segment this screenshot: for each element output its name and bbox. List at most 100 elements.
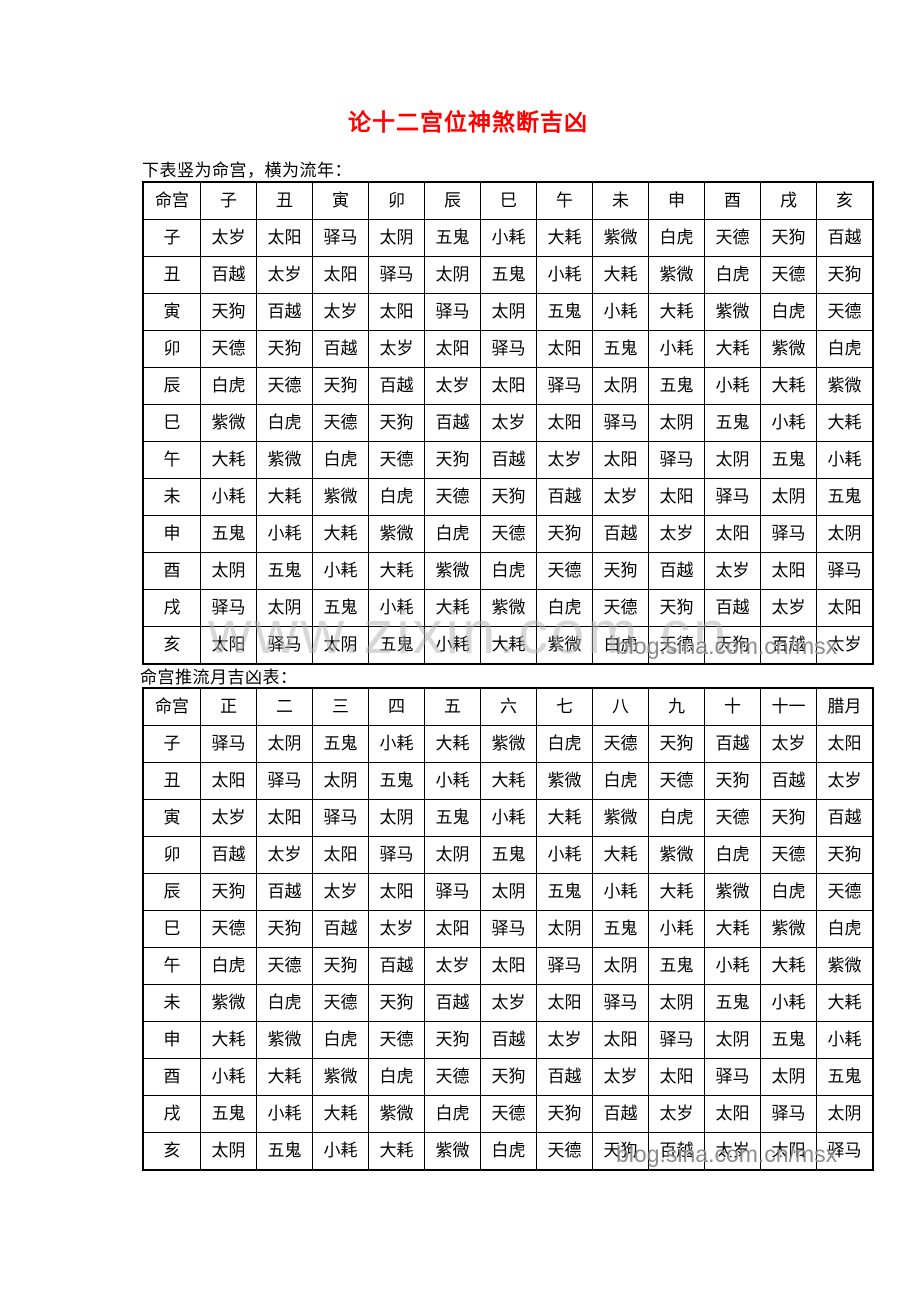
row-header-cell: 巳 — [142, 404, 201, 442]
fortune-cell: 五鬼 — [592, 910, 649, 948]
fortune-cell: 太阴 — [480, 873, 537, 911]
monthly-table-caption: 命宫推流月吉凶表： — [140, 668, 298, 687]
column-header-cell: 丑 — [256, 181, 313, 220]
fortune-cell: 太岁 — [704, 552, 761, 590]
fortune-cell: 太岁 — [592, 478, 649, 516]
fortune-cell: 天德 — [536, 552, 593, 590]
fortune-cell: 百越 — [424, 404, 481, 442]
table-row: 亥太阴 五鬼 小耗 大耗 紫微 白虎 天德 天狗 百越 太岁 太阳 驿马 — [142, 1132, 874, 1171]
fortune-cell: 太阴 — [816, 1095, 874, 1133]
fortune-cell: 太阴 — [592, 947, 649, 985]
fortune-cell: 驿马 — [480, 330, 537, 368]
fortune-cell: 太阳 — [816, 725, 874, 763]
fortune-cell: 太阴 — [368, 219, 425, 257]
fortune-cell: 大耗 — [760, 367, 817, 405]
fortune-cell: 白虎 — [648, 219, 705, 257]
fortune-cell: 太岁 — [760, 589, 817, 627]
fortune-cell: 百越 — [760, 626, 817, 665]
fortune-cell: 小耗 — [424, 626, 481, 665]
fortune-cell: 紫微 — [760, 910, 817, 948]
fortune-cell: 五鬼 — [200, 1095, 257, 1133]
fortune-cell: 白虎 — [760, 293, 817, 331]
fortune-cell: 天狗 — [592, 552, 649, 590]
row-header-cell: 辰 — [142, 873, 201, 911]
fortune-cell: 大耗 — [256, 478, 313, 516]
fortune-cell: 驿马 — [368, 836, 425, 874]
fortune-cell: 大耗 — [760, 947, 817, 985]
fortune-cell: 驿马 — [536, 367, 593, 405]
fortune-cell: 小耗 — [704, 367, 761, 405]
fortune-cell: 天德 — [200, 910, 257, 948]
table-row: 酉小耗 大耗 紫微 白虎 天德 天狗 百越 太岁 太阳 驿马 太阴 五鬼 — [142, 1058, 874, 1096]
fortune-cell: 小耗 — [592, 293, 649, 331]
fortune-cell: 百越 — [592, 1095, 649, 1133]
fortune-cell: 太阴 — [312, 626, 369, 665]
fortune-cell: 天狗 — [648, 725, 705, 763]
fortune-cell: 百越 — [648, 552, 705, 590]
fortune-cell: 五鬼 — [312, 725, 369, 763]
page-title: 论十二宫位神煞断吉凶 — [348, 109, 588, 135]
table-row: 寅天狗 百越 太岁 太阳 驿马 太阴 五鬼 小耗 大耗 紫微 白虎 天德 — [142, 293, 874, 331]
fortune-cell: 白虎 — [312, 1021, 369, 1059]
table-row: 子驿马 太阴 五鬼 小耗 大耗 紫微 白虎 天德 天狗 百越 太岁 太阳 — [142, 725, 874, 763]
fortune-cell: 太岁 — [536, 441, 593, 479]
fortune-cell: 大耗 — [648, 293, 705, 331]
fortune-cell: 五鬼 — [424, 799, 481, 837]
fortune-cell: 五鬼 — [592, 330, 649, 368]
fortune-cell: 小耗 — [704, 947, 761, 985]
column-header-cell: 申 — [648, 181, 705, 220]
fortune-cell: 太岁 — [424, 947, 481, 985]
column-header-cell: 子 — [200, 181, 257, 220]
fortune-cell: 太阴 — [256, 589, 313, 627]
fortune-cell: 天德 — [368, 1021, 425, 1059]
fortune-cell: 紫微 — [704, 293, 761, 331]
fortune-cell: 天德 — [368, 441, 425, 479]
fortune-cell: 驿马 — [704, 1058, 761, 1096]
column-header-cell: 三 — [312, 687, 369, 726]
fortune-cell: 小耗 — [200, 1058, 257, 1096]
fortune-cell: 小耗 — [200, 478, 257, 516]
row-header-cell: 辰 — [142, 367, 201, 405]
fortune-cell: 小耗 — [760, 984, 817, 1022]
fortune-cell: 大耗 — [368, 552, 425, 590]
fortune-cell: 白虎 — [256, 984, 313, 1022]
fortune-cell: 小耗 — [648, 330, 705, 368]
fortune-cell: 大耗 — [424, 725, 481, 763]
fortune-cell: 天狗 — [480, 478, 537, 516]
fortune-cell: 白虎 — [760, 873, 817, 911]
fortune-cell: 小耗 — [760, 404, 817, 442]
fortune-cell: 天狗 — [536, 515, 593, 553]
fortune-cell: 白虎 — [424, 515, 481, 553]
fortune-cell: 五鬼 — [312, 589, 369, 627]
fortune-cell: 天狗 — [816, 256, 874, 294]
column-header-cell: 卯 — [368, 181, 425, 220]
table-row: 卯天德 天狗 百越 太岁 太阳 驿马 太阳 五鬼 小耗 大耗 紫微 白虎 — [142, 330, 874, 368]
fortune-cell: 天德 — [704, 799, 761, 837]
fortune-cell: 五鬼 — [816, 478, 874, 516]
fortune-cell: 白虎 — [368, 1058, 425, 1096]
fortune-cell: 驿马 — [816, 552, 874, 590]
fortune-cell: 白虎 — [648, 799, 705, 837]
row-header-cell: 酉 — [142, 552, 201, 590]
fortune-cell: 紫微 — [424, 1132, 481, 1171]
column-header-cell: 正 — [200, 687, 257, 726]
column-header-cell: 八 — [592, 687, 649, 726]
fortune-cell: 天德 — [256, 367, 313, 405]
column-header-cell: 十一 — [760, 687, 817, 726]
fortune-cell: 五鬼 — [424, 219, 481, 257]
fortune-cell: 大耗 — [424, 589, 481, 627]
fortune-cell: 天狗 — [312, 947, 369, 985]
fortune-cell: 五鬼 — [760, 1021, 817, 1059]
column-header-cell: 六 — [480, 687, 537, 726]
fortune-cell: 天德 — [480, 515, 537, 553]
fortune-cell: 太岁 — [592, 1058, 649, 1096]
fortune-cell: 小耗 — [424, 762, 481, 800]
fortune-cell: 紫微 — [592, 219, 649, 257]
fortune-cell: 天德 — [200, 330, 257, 368]
table-row: 未小耗 大耗 紫微 白虎 天德 天狗 百越 太岁 太阳 驿马 太阴 五鬼 — [142, 478, 874, 516]
fortune-cell: 紫微 — [312, 478, 369, 516]
fortune-cell: 太阴 — [424, 836, 481, 874]
fortune-cell: 白虎 — [424, 1095, 481, 1133]
table-row: 辰白虎 天德 天狗 百越 太岁 太阳 驿马 太阴 五鬼 小耗 大耗 紫微 — [142, 367, 874, 405]
fortune-cell: 五鬼 — [648, 367, 705, 405]
